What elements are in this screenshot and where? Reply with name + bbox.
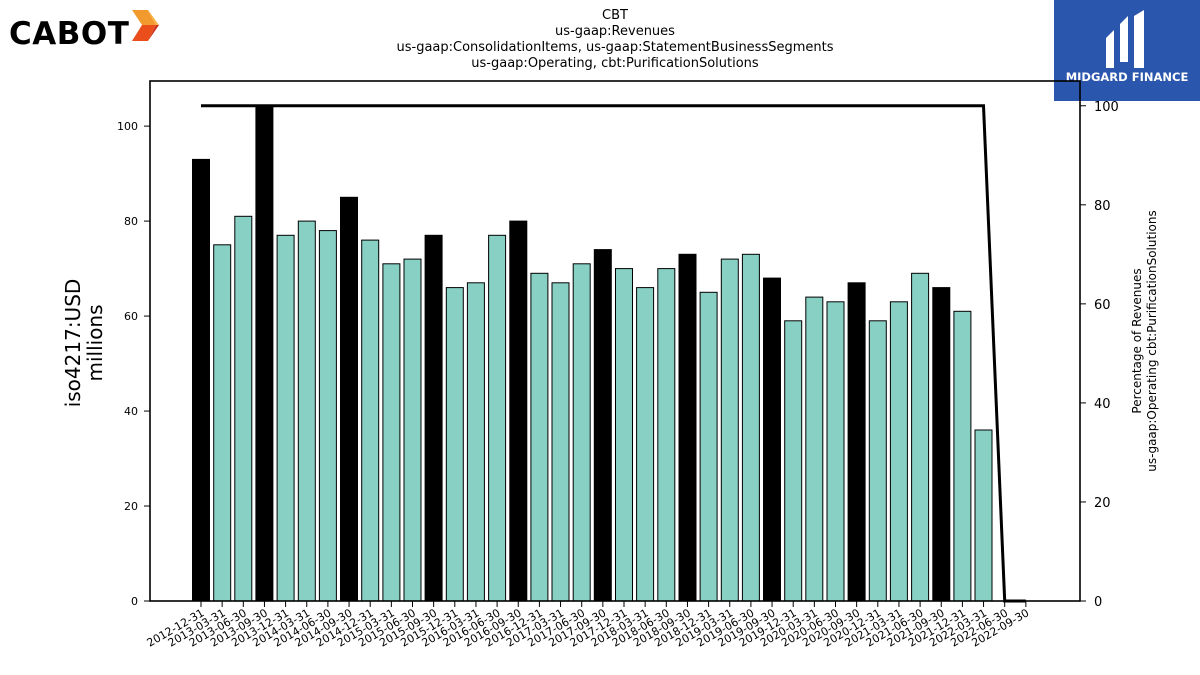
- brand-logo: CABOT: [4, 4, 164, 52]
- bar-2016-03-31: [466, 282, 485, 602]
- bar-2021-03-31: [889, 301, 908, 602]
- percentage-line: [201, 104, 1026, 603]
- bar-2022-03-31: [974, 429, 993, 602]
- y-tick-label: 40: [124, 405, 138, 418]
- y-tick-label: 20: [124, 500, 138, 513]
- chart-title-line: CBT: [602, 8, 628, 23]
- bar-2015-06-30: [403, 258, 422, 602]
- bar-2015-03-31: [382, 263, 401, 602]
- bar-2018-06-30: [657, 268, 676, 602]
- y2-tick-label: 100: [1094, 100, 1119, 115]
- bar-2016-06-30: [488, 234, 507, 602]
- bar-2020-09-30: [847, 282, 866, 602]
- bar-2020-12-31: [868, 320, 887, 602]
- y-tick-label: 100: [117, 120, 138, 133]
- bar-2015-09-30: [424, 234, 443, 602]
- bar-2017-09-30: [593, 249, 612, 602]
- bar-2014-12-31: [361, 239, 380, 602]
- y-tick-label: 60: [124, 310, 138, 323]
- y-axis-label: iso4217:USDmillions: [61, 279, 107, 408]
- publisher-logo: MIDGARD FINANCE: [1054, 0, 1200, 101]
- bar-2019-09-30: [763, 277, 781, 602]
- y2-axis-label: Percentage of Revenuesus-gaap:Operating …: [1130, 210, 1159, 471]
- publisher-mark-icon: [1106, 10, 1144, 68]
- bar-2019-12-31: [784, 320, 803, 602]
- chart-title: CBT us-gaap:Revenues us-gaap:Consolidati…: [315, 8, 915, 72]
- bar-2019-03-31: [720, 258, 739, 602]
- brand-mark-icon: [132, 10, 159, 41]
- bar-2017-06-30: [572, 263, 591, 602]
- chart-title-line: us-gaap:Operating, cbt:PurificationSolut…: [471, 56, 759, 71]
- bar-2014-06-30: [318, 230, 337, 602]
- chart-title-line: us-gaap:ConsolidationItems, us-gaap:Stat…: [396, 40, 834, 55]
- bar-2018-12-31: [699, 291, 718, 602]
- bars-layer: [192, 106, 993, 602]
- bar-2012-12-31: [192, 158, 210, 602]
- chart-title-line: us-gaap:Revenues: [555, 24, 675, 39]
- publisher-name: MIDGARD FINANCE: [1065, 70, 1189, 84]
- bar-2018-03-31: [636, 287, 655, 602]
- bar-2018-09-30: [678, 253, 697, 602]
- plot-frame: [149, 80, 1081, 602]
- bar-2019-06-30: [741, 253, 760, 602]
- y2-tick-label: 20: [1094, 496, 1111, 511]
- brand-name: CABOT: [9, 16, 130, 52]
- axes-layer: 0204060801000204060801002012-12-312013-0…: [61, 100, 1159, 650]
- y2-tick-label: 60: [1094, 298, 1111, 313]
- bar-2014-09-30: [340, 196, 358, 602]
- bar-2013-03-31: [213, 244, 232, 602]
- bar-2020-03-31: [805, 296, 824, 602]
- line-layer: [201, 104, 1026, 603]
- bar-2016-12-31: [530, 272, 549, 602]
- y-tick-label: 80: [124, 215, 138, 228]
- bar-2017-12-31: [615, 268, 633, 602]
- bar-2017-03-31: [551, 282, 570, 602]
- bar-2016-09-30: [509, 220, 528, 602]
- bar-2021-09-30: [932, 287, 951, 602]
- bar-2015-12-31: [445, 287, 464, 602]
- bar-2013-09-30: [255, 106, 274, 602]
- bar-2021-12-31: [953, 310, 972, 602]
- bar-2020-06-30: [826, 301, 845, 602]
- bar-2021-06-30: [911, 272, 930, 602]
- y2-tick-label: 40: [1094, 397, 1111, 412]
- y2-tick-label: 80: [1094, 199, 1111, 214]
- y-tick-label: 0: [131, 595, 138, 608]
- y2-tick-label: 0: [1094, 595, 1102, 610]
- bar-2014-03-31: [297, 220, 316, 602]
- bar-2013-06-30: [234, 215, 253, 602]
- bar-2013-12-31: [276, 234, 295, 602]
